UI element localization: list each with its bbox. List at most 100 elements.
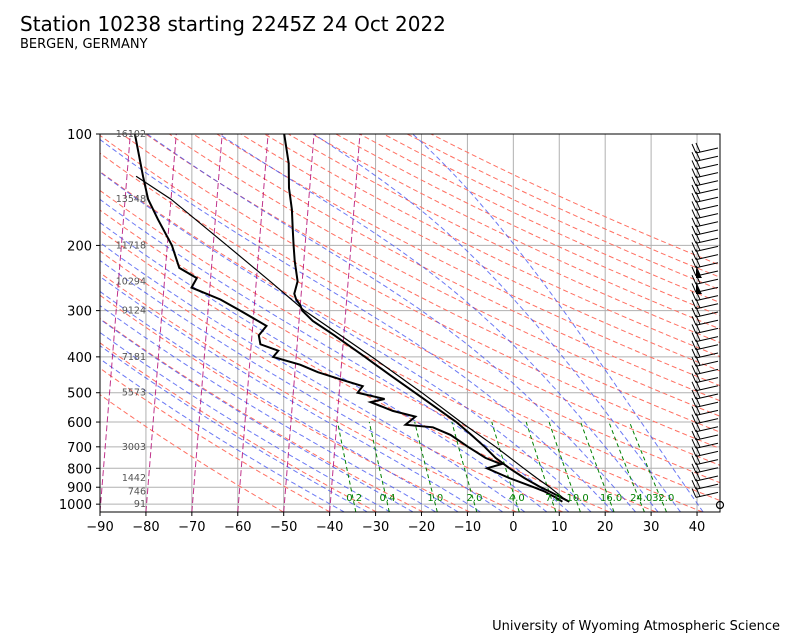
wind-barb <box>691 446 719 457</box>
wind-barb-flag <box>695 175 701 186</box>
height-label: 7181 <box>122 352 146 363</box>
dry-adiabat-line <box>100 189 703 512</box>
moist-adiabat-line <box>100 290 459 512</box>
x-tick-label: −30 <box>362 520 389 535</box>
wind-barb-flag <box>691 225 697 236</box>
dry-adiabat-line <box>100 342 377 512</box>
wind-barb-flag <box>695 306 701 317</box>
wind-barb-flag <box>691 471 697 482</box>
y-tick-label: 400 <box>67 351 92 366</box>
wind-barb <box>691 478 719 490</box>
wind-barb-staff <box>695 254 719 261</box>
moist-adiabat-line <box>146 134 636 512</box>
wind-barb <box>691 200 719 211</box>
mixing-ratio-label: 1.0 <box>427 493 443 504</box>
wind-barb <box>691 208 719 220</box>
wind-barb-staff <box>695 401 719 408</box>
wind-barb-flag <box>691 356 697 367</box>
wind-barb-flag <box>691 233 697 244</box>
wind-barb-flag <box>695 232 701 243</box>
mixing-ratio-line <box>451 421 478 512</box>
dry-adiabat-line <box>121 134 720 450</box>
wind-barb-flag <box>695 454 701 464</box>
dry-adiabat-line <box>192 134 720 402</box>
wind-barb-flag <box>691 217 697 228</box>
wind-barb-flag <box>695 470 701 481</box>
mixing-ratio-label: 32.0 <box>652 493 674 504</box>
wind-barb-flag <box>695 380 701 391</box>
wind-barb-flag <box>691 143 697 154</box>
wind-barb-staff <box>695 377 719 384</box>
y-tick-label: 300 <box>67 305 92 320</box>
wind-barb-staff <box>695 360 719 367</box>
wind-barb-flag <box>691 373 697 383</box>
dry-adiabat-line <box>100 250 564 512</box>
dry-adiabat-line <box>240 134 720 372</box>
wind-barb <box>691 429 719 441</box>
wind-barb-flag <box>695 487 701 497</box>
wind-barb-flag <box>695 421 701 432</box>
wind-barb-flag <box>691 299 697 310</box>
wind-barb-flag <box>691 422 697 433</box>
wind-barb <box>691 413 719 425</box>
wind-barb-flag <box>695 183 701 194</box>
moist-adiabat-line <box>100 358 345 512</box>
wind-barb-flag <box>691 242 697 252</box>
isotherm-line <box>329 134 361 512</box>
wind-barb-flag <box>691 455 697 465</box>
dry-adiabat-line <box>100 134 720 466</box>
wind-barb-staff <box>695 319 719 326</box>
mixing-ratio-label: 10.0 <box>566 493 588 504</box>
wind-barb <box>691 241 719 252</box>
mixing-ratio-label: 7.0 <box>545 493 561 504</box>
wind-barb <box>691 249 719 261</box>
dry-adiabat-line <box>100 318 424 512</box>
wind-barb-flag <box>691 266 697 277</box>
wind-barb-flag <box>691 463 697 474</box>
wind-barb-flag <box>691 479 697 490</box>
wind-barb-flag <box>695 241 701 251</box>
axes: 0.2 0.4 1.0 2.0 4.0 7.0 10.0 16.0 24.0 32.0 −90 −80… <box>59 128 705 535</box>
wind-barb-staff <box>695 385 719 392</box>
wind-barb <box>691 183 719 195</box>
wind-barb-flag <box>695 339 701 350</box>
wind-barb-flag <box>691 151 697 162</box>
moist-adiabat-line <box>100 275 481 512</box>
height-label: 5573 <box>122 388 146 399</box>
wind-barb-flag <box>691 283 697 293</box>
dry-adiabat-line <box>430 134 720 266</box>
wind-barb-flag <box>691 438 697 449</box>
wind-barb <box>691 257 719 269</box>
wind-barb-flag <box>691 365 697 375</box>
wind-barb-flag <box>691 201 697 211</box>
wind-barb-flag <box>695 167 701 177</box>
wind-barb-flag <box>695 200 701 210</box>
wind-barb-flag <box>695 191 701 202</box>
wind-barbs <box>691 142 725 510</box>
parcel-path-line <box>135 175 570 503</box>
wind-barb <box>691 142 719 154</box>
wind-barb <box>691 454 719 466</box>
height-label: 91 <box>134 499 146 510</box>
wind-barb-staff <box>695 491 719 498</box>
y-tick-label: 100 <box>67 128 92 143</box>
x-tick-label: 40 <box>689 520 706 535</box>
wind-barb <box>691 314 719 326</box>
moist-adiabat-line <box>100 171 592 512</box>
y-tick-label: 1000 <box>59 498 92 513</box>
dry-adiabat-line <box>383 134 720 291</box>
wind-barb-flag <box>695 265 701 276</box>
x-tick-label: −40 <box>316 520 343 535</box>
isotherm-line <box>100 134 131 512</box>
wind-barb <box>691 347 719 359</box>
wind-barb <box>691 298 719 310</box>
wind-barb-staff <box>695 459 719 466</box>
wind-barb-staff <box>695 155 719 162</box>
wind-barb <box>691 462 719 474</box>
wind-barb <box>691 405 719 416</box>
wind-barb-flag <box>691 397 697 408</box>
mixing-ratio-line <box>368 421 390 512</box>
y-tick-label: 500 <box>67 387 92 402</box>
height-label: 11718 <box>116 240 146 251</box>
x-tick-label: 30 <box>643 520 660 535</box>
